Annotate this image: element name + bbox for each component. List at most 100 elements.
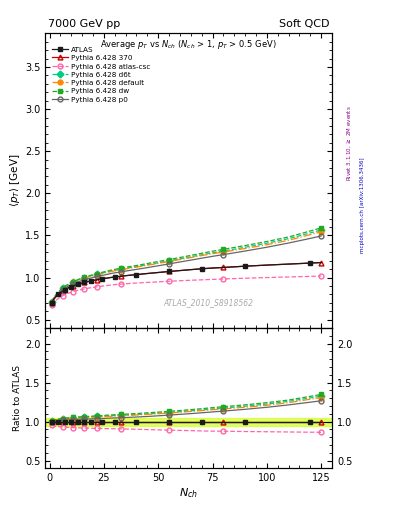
Pythia 6.428 d6t (104, 269, 108, 275)
ATLAS (112, 274, 117, 280)
Pythia 6.428 atlas-csc (99, 283, 104, 289)
Pythia 6.428 p0 (73, 280, 78, 286)
Pythia 6.428 dw (82, 274, 87, 281)
Pythia 6.428 dw (50, 299, 54, 305)
Y-axis label: $\langle p_T \rangle$ [GeV]: $\langle p_T \rangle$ [GeV] (8, 154, 22, 207)
Pythia 6.428 p0 (119, 269, 124, 275)
Pythia 6.428 dw (60, 285, 65, 291)
Pythia 6.428 370 (156, 269, 161, 275)
ATLAS (178, 267, 182, 273)
Pythia 6.428 dw (64, 282, 69, 288)
Pythia 6.428 default (69, 280, 73, 286)
Pythia 6.428 d6t (73, 278, 78, 284)
Pythia 6.428 dw (75, 276, 80, 283)
Text: 7000 GeV pp: 7000 GeV pp (48, 19, 120, 29)
Pythia 6.428 p0 (77, 278, 82, 284)
ATLAS (86, 279, 91, 285)
Pythia 6.428 dw (243, 243, 248, 249)
Pythia 6.428 default (145, 262, 150, 268)
Pythia 6.428 p0 (51, 296, 56, 302)
Pythia 6.428 370 (199, 266, 204, 272)
Pythia 6.428 p0 (71, 281, 76, 287)
Pythia 6.428 dw (99, 269, 104, 275)
Line: Pythia 6.428 atlas-csc: Pythia 6.428 atlas-csc (49, 273, 324, 308)
ATLAS (243, 263, 248, 269)
Pythia 6.428 default (84, 274, 89, 281)
Pythia 6.428 370 (73, 282, 78, 288)
ATLAS (156, 269, 161, 275)
Line: Pythia 6.428 d6t: Pythia 6.428 d6t (49, 227, 324, 305)
Pythia 6.428 default (319, 229, 323, 235)
ATLAS (125, 272, 130, 279)
ATLAS (58, 289, 63, 295)
Pythia 6.428 atlas-csc (319, 273, 323, 279)
Pythia 6.428 370 (50, 300, 54, 306)
Text: Soft QCD: Soft QCD (279, 19, 329, 29)
Pythia 6.428 p0 (264, 244, 269, 250)
Pythia 6.428 370 (82, 280, 87, 286)
Pythia 6.428 p0 (60, 287, 65, 293)
Pythia 6.428 atlas-csc (145, 280, 150, 286)
Pythia 6.428 atlas-csc (60, 293, 65, 299)
Pythia 6.428 default (308, 231, 313, 238)
Pythia 6.428 atlas-csc (58, 294, 63, 300)
Pythia 6.428 dw (84, 273, 89, 280)
Pythia 6.428 370 (243, 263, 248, 269)
Pythia 6.428 p0 (82, 277, 87, 283)
Pythia 6.428 atlas-csc (104, 283, 108, 289)
Pythia 6.428 default (51, 295, 56, 301)
Pythia 6.428 d6t (71, 279, 76, 285)
Pythia 6.428 atlas-csc (199, 277, 204, 283)
Pythia 6.428 dw (71, 279, 76, 285)
Pythia 6.428 dw (51, 295, 56, 301)
ATLAS (84, 279, 89, 285)
Pythia 6.428 370 (264, 262, 269, 268)
Pythia 6.428 dw (67, 281, 72, 287)
Pythia 6.428 p0 (56, 290, 61, 296)
Pythia 6.428 d6t (86, 273, 91, 280)
X-axis label: $N_{ch}$: $N_{ch}$ (179, 486, 198, 500)
Pythia 6.428 370 (86, 279, 91, 285)
ATLAS (264, 262, 269, 268)
Pythia 6.428 atlas-csc (50, 302, 54, 308)
Pythia 6.428 370 (84, 279, 89, 285)
Pythia 6.428 dw (189, 252, 193, 259)
Pythia 6.428 default (64, 283, 69, 289)
Pythia 6.428 dw (58, 287, 63, 293)
Pythia 6.428 p0 (58, 288, 63, 294)
Pythia 6.428 d6t (199, 252, 204, 258)
Pythia 6.428 atlas-csc (167, 278, 171, 284)
Pythia 6.428 p0 (167, 261, 171, 267)
Pythia 6.428 default (88, 273, 93, 280)
Pythia 6.428 d6t (88, 273, 93, 279)
Pythia 6.428 p0 (67, 283, 72, 289)
Pythia 6.428 p0 (156, 263, 161, 269)
Pythia 6.428 p0 (286, 240, 291, 246)
Pythia 6.428 d6t (67, 281, 72, 287)
Pythia 6.428 d6t (80, 275, 84, 282)
Pythia 6.428 atlas-csc (125, 281, 130, 287)
Pythia 6.428 d6t (119, 266, 124, 272)
ATLAS (134, 271, 139, 278)
Pythia 6.428 370 (112, 274, 117, 280)
ATLAS (64, 285, 69, 291)
Pythia 6.428 d6t (99, 270, 104, 276)
Pythia 6.428 default (119, 267, 124, 273)
Pythia 6.428 d6t (145, 262, 150, 268)
ATLAS (210, 265, 215, 271)
Pythia 6.428 p0 (86, 275, 91, 282)
Pythia 6.428 370 (51, 296, 56, 302)
Pythia 6.428 atlas-csc (75, 287, 80, 293)
Pythia 6.428 370 (221, 264, 226, 270)
Pythia 6.428 370 (67, 285, 72, 291)
ATLAS (50, 300, 54, 306)
Pythia 6.428 default (86, 274, 91, 280)
Pythia 6.428 dw (112, 266, 117, 272)
Pythia 6.428 atlas-csc (119, 281, 124, 287)
Pythia 6.428 atlas-csc (51, 300, 56, 306)
Pythia 6.428 d6t (178, 256, 182, 262)
Pythia 6.428 atlas-csc (134, 280, 139, 286)
Pythia 6.428 370 (80, 280, 84, 286)
Pythia 6.428 dw (178, 254, 182, 261)
Bar (45, 418, 332, 425)
